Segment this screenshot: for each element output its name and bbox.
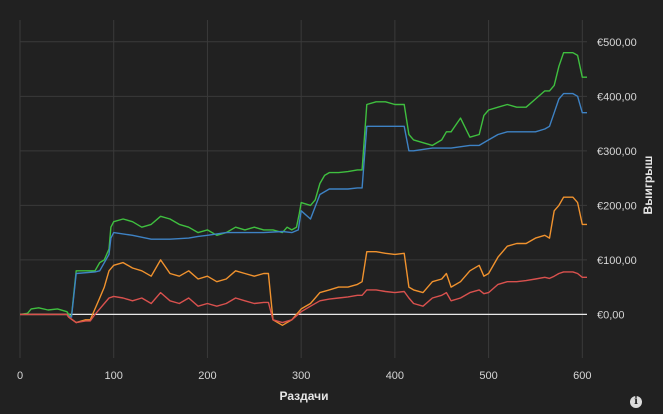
y-tick-label: €200,00 <box>597 200 637 212</box>
series-line <box>20 196 587 326</box>
x-tick-label: 200 <box>198 370 216 382</box>
x-tick-label: 500 <box>479 370 497 382</box>
y-tick-label: €300,00 <box>597 146 637 158</box>
y-tick-label: €400,00 <box>597 91 637 103</box>
x-axis-title: Раздачи <box>280 389 329 403</box>
y-tick-label: €0,00 <box>597 309 625 321</box>
x-tick-label: 400 <box>386 370 404 382</box>
y-axis-ticks: €0,00 €100,00 €200,00 €300,00 €400,00 €500,00 <box>597 37 637 322</box>
y-tick-label: €500,00 <box>597 37 637 49</box>
x-tick-label: 100 <box>105 370 123 382</box>
y-axis-title: Выигрыш <box>641 156 655 215</box>
x-tick-label: 0 <box>17 370 23 382</box>
series-line <box>20 92 587 318</box>
series-line <box>19 52 587 317</box>
x-tick-label: 300 <box>292 370 310 382</box>
y-tick-label: €100,00 <box>597 255 637 267</box>
x-axis-ticks: 0 100 200 300 400 500 600 <box>17 370 592 382</box>
series-line <box>20 271 587 324</box>
chart-grid <box>19 20 587 358</box>
info-icon[interactable]: i <box>630 396 642 408</box>
chart-series <box>19 52 587 326</box>
x-tick-label: 600 <box>573 370 591 382</box>
